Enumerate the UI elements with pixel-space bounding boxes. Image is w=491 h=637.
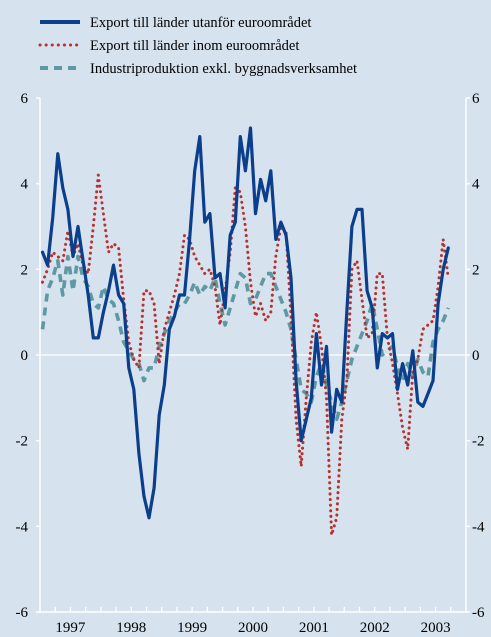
y-axis-ticks: -6 -6 -4 -4 -2 -2 0 0 2 2 4 4 6 6 [16,91,485,621]
x-axis-ticks: 1997 1998 1999 2000 2001 2002 2003 [54,607,452,636]
y-tick-label-right: -4 [472,519,485,535]
legend-label-export-outside: Export till länder utanför euroområdet [90,15,311,31]
y-tick-label-left: -2 [16,434,29,450]
series-line-export-inside [41,173,450,537]
y-tick-label-right: 2 [472,262,480,278]
series-layer [40,126,450,537]
legend-label-export-inside: Export till länder inom euroområdet [90,38,299,54]
legend: Export till länder utanför euroområdet E… [38,15,357,77]
x-tick-label: 2000 [238,620,268,636]
y-tick-label-left: 0 [21,348,29,364]
y-tick-label-left: -6 [16,605,29,621]
x-tick-label: 2001 [299,620,329,636]
y-tick-label-right: -6 [472,605,485,621]
y-tick-label-left: 2 [21,262,29,278]
y-tick-label-right: 0 [472,348,480,364]
y-tick-label-right: -2 [472,434,485,450]
y-tick-label-right: 6 [472,91,480,107]
legend-label-industry: Industriproduktion exkl. byggnadsverksam… [90,61,357,77]
x-tick-label: 2003 [421,620,451,636]
x-tick-label: 1999 [177,620,207,636]
x-tick-label: 1998 [116,620,146,636]
x-tick-label: 2002 [360,620,390,636]
y-tick-label-right: 4 [472,177,480,193]
y-tick-label-left: -4 [16,519,29,535]
y-tick-label-left: 6 [21,91,29,107]
y-tick-label-left: 4 [21,177,29,193]
x-tick-label: 1997 [55,620,86,636]
series-line-export-outside [40,126,450,520]
